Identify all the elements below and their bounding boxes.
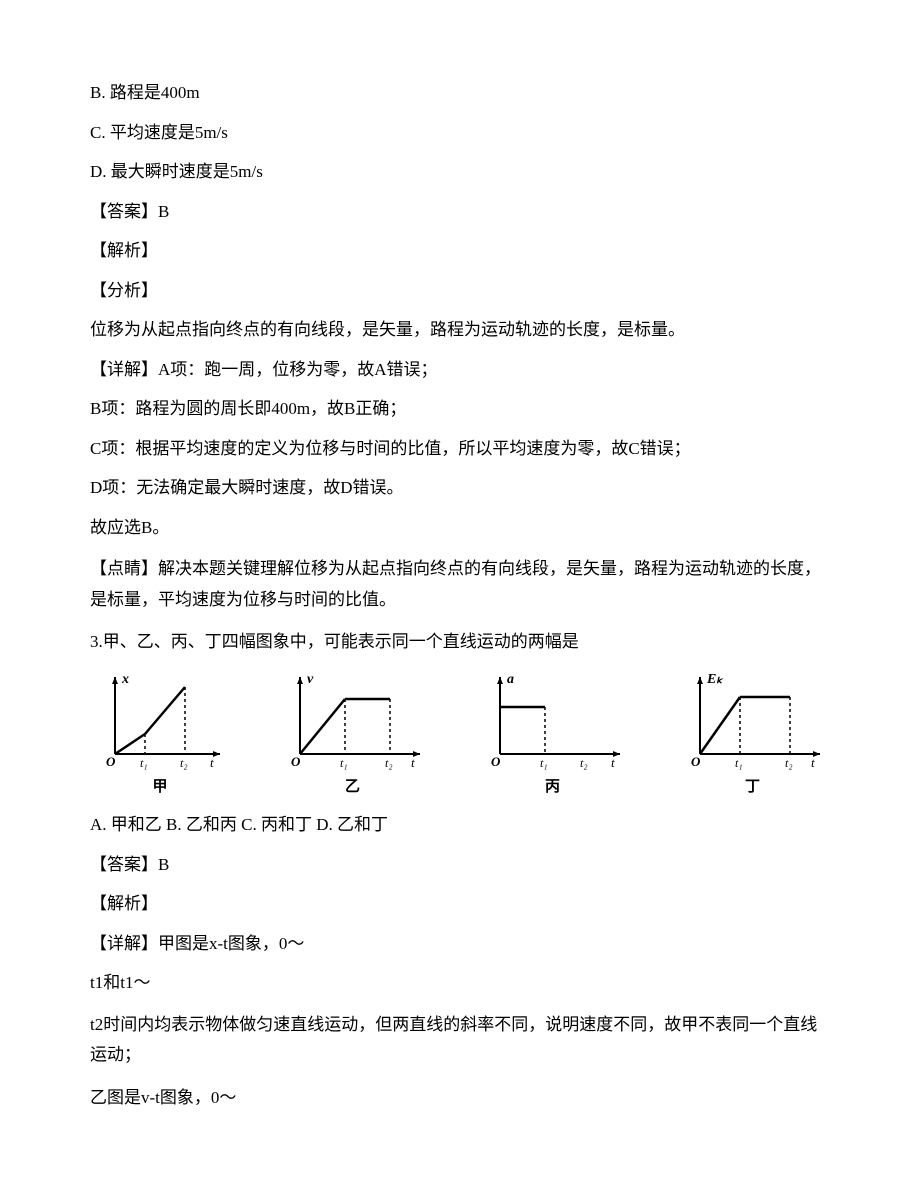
graph-yi: v O t₁ t₂ t bbox=[275, 669, 430, 774]
option-c: C. 平均速度是5m/s bbox=[90, 120, 830, 146]
q3-options: A. 甲和乙 B. 乙和丙 C. 丙和丁 D. 乙和丁 bbox=[90, 812, 830, 838]
svg-text:t₁: t₁ bbox=[540, 756, 548, 770]
xiangjie-d: D项：无法确定最大瞬时速度，故D错误。 bbox=[90, 475, 830, 501]
graphs-row: x O t₁ t₂ t 甲 v O bbox=[90, 669, 830, 799]
xiangjie-2b: t1和t1～ bbox=[90, 970, 830, 996]
svg-text:O: O bbox=[691, 754, 701, 769]
ylabel-bing: a bbox=[507, 672, 514, 687]
svg-text:O: O bbox=[491, 754, 501, 769]
xiangjie-b: B项：路程为圆的周长即400m，故B正确； bbox=[90, 396, 830, 422]
svg-text:t₁: t₁ bbox=[340, 756, 348, 770]
graph-yi-wrap: v O t₁ t₂ t 乙 bbox=[275, 669, 430, 799]
answer-label: 【答案】B bbox=[90, 199, 830, 225]
option-b: B. 路程是400m bbox=[90, 80, 830, 106]
svg-text:O: O bbox=[291, 754, 301, 769]
graph-bing-wrap: a O t₁ t₂ t 丙 bbox=[475, 669, 630, 799]
ylabel-ding: Eₖ bbox=[706, 672, 723, 687]
graph-ding: Eₖ O t₁ t₂ t bbox=[675, 669, 830, 774]
svg-text:t₂: t₂ bbox=[580, 756, 588, 770]
graph-ding-wrap: Eₖ O t₁ t₂ t 丁 bbox=[675, 669, 830, 799]
svg-text:t₂: t₂ bbox=[785, 756, 793, 770]
svg-text:t₂: t₂ bbox=[180, 756, 188, 770]
svg-text:t: t bbox=[210, 755, 214, 770]
ylabel-yi: v bbox=[307, 672, 314, 687]
svg-text:t₂: t₂ bbox=[385, 756, 393, 770]
jiexi-label-2: 【解析】 bbox=[90, 891, 830, 917]
svg-text:t: t bbox=[811, 755, 815, 770]
xiangjie-2c: t2时间内均表示物体做匀速直线运动，但两直线的斜率不同，说明速度不同，故甲不表同… bbox=[90, 1010, 830, 1071]
dianjing: 【点睛】解决本题关键理解位移为从起点指向终点的有向线段，是矢量，路程为运动轨迹的… bbox=[90, 554, 830, 615]
graph-jia: x O t₁ t₂ t bbox=[90, 669, 230, 774]
xiangjie-2d: 乙图是v-t图象，0～ bbox=[90, 1085, 830, 1111]
guxuan: 故应选B。 bbox=[90, 515, 830, 541]
graph-label-bing: 丙 bbox=[475, 776, 630, 799]
graph-jia-wrap: x O t₁ t₂ t 甲 bbox=[90, 669, 230, 799]
svg-text:t: t bbox=[411, 755, 415, 770]
xiangjie-2a: 【详解】甲图是x-t图象，0～ bbox=[90, 931, 830, 957]
svg-text:O: O bbox=[106, 754, 116, 769]
xiangjie-c: C项：根据平均速度的定义为位移与时间的比值，所以平均速度为零，故C错误； bbox=[90, 436, 830, 462]
xiangjie-a: 【详解】A项：跑一周，位移为零，故A错误； bbox=[90, 357, 830, 383]
graph-bing: a O t₁ t₂ t bbox=[475, 669, 630, 774]
svg-text:t₁: t₁ bbox=[735, 756, 743, 770]
graph-label-yi: 乙 bbox=[275, 776, 430, 799]
graph-label-jia: 甲 bbox=[90, 776, 230, 799]
graph-label-ding: 丁 bbox=[675, 776, 830, 799]
ylabel-jia: x bbox=[121, 672, 129, 687]
fenxi-text: 位移为从起点指向终点的有向线段，是矢量，路程为运动轨迹的长度，是标量。 bbox=[90, 317, 830, 343]
answer-label-2: 【答案】B bbox=[90, 852, 830, 878]
fenxi-label: 【分析】 bbox=[90, 278, 830, 304]
svg-text:t: t bbox=[611, 755, 615, 770]
svg-text:t₁: t₁ bbox=[140, 756, 148, 770]
q3-stem: 3.甲、乙、丙、丁四幅图象中，可能表示同一个直线运动的两幅是 bbox=[90, 629, 830, 655]
jiexi-label: 【解析】 bbox=[90, 238, 830, 264]
option-d: D. 最大瞬时速度是5m/s bbox=[90, 159, 830, 185]
